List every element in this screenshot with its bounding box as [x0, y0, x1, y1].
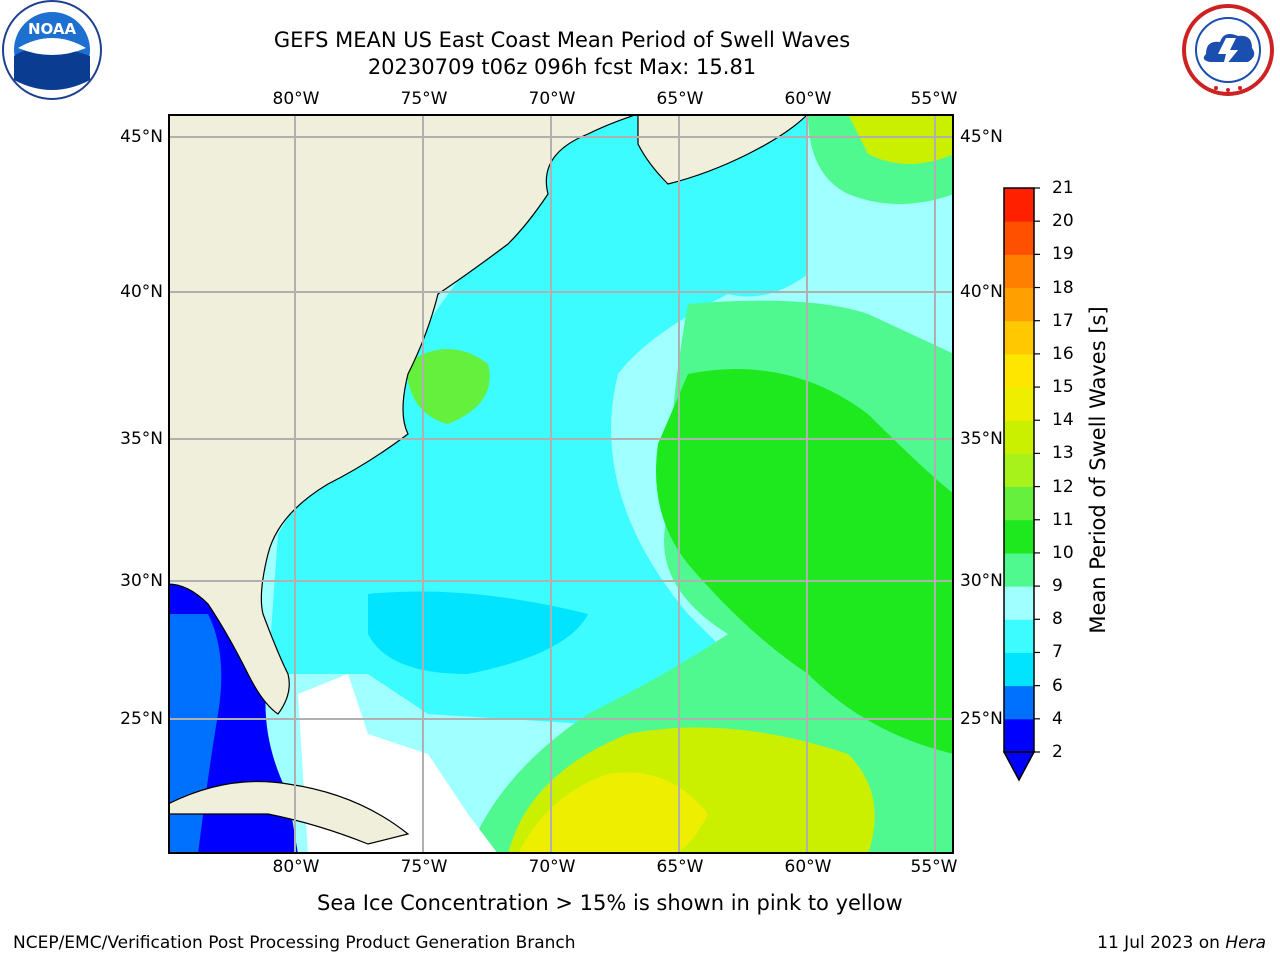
colorbar-tick-label: 20 — [1052, 211, 1074, 232]
colorbar-segment — [1004, 519, 1034, 554]
swell-zone-11s-hatteras — [406, 349, 490, 424]
colorbar-tick-label: 7 — [1052, 642, 1063, 663]
colorbar-segment — [1004, 221, 1034, 255]
sea-ice-note: Sea Ice Concentration > 15% is shown in … — [317, 891, 903, 915]
colorbar-tick-label: 4 — [1052, 708, 1063, 729]
colorbar-segment — [1004, 420, 1034, 454]
colorbar-segment — [1004, 685, 1034, 720]
cuba-landmass — [168, 780, 410, 845]
colorbar-segment — [1004, 287, 1034, 322]
producer-credit: NCEP/EMC/Verification Post Processing Pr… — [13, 933, 576, 953]
swell-zone-14s — [518, 772, 708, 854]
colorbar-tick-label: 11 — [1052, 509, 1074, 530]
date-text: 11 Jul 2023 on — [1097, 933, 1226, 953]
noaa-logo: NOAA — [2, 0, 102, 100]
colorbar-tick-label: 10 — [1052, 542, 1074, 563]
noaa-logo-text: NOAA — [28, 20, 77, 38]
colorbar-tick-label: 19 — [1052, 244, 1074, 265]
colorbar-segment — [1004, 619, 1034, 653]
colorbar-segment — [1004, 718, 1034, 753]
swell-zone-13s-northeast — [848, 114, 954, 164]
colorbar-tick-label: 21 — [1052, 178, 1074, 198]
lat-label-right-35n: 35°N — [960, 429, 1003, 449]
lat-label-right-25n: 25°N — [960, 709, 1003, 729]
colorbar-segment — [1004, 320, 1034, 355]
lon-label-bottom-65w: 65°W — [656, 857, 704, 877]
colorbar-tick-label: 12 — [1052, 476, 1074, 497]
colorbar-tick-label: 14 — [1052, 410, 1074, 431]
lat-label-left-25n: 25°N — [120, 709, 163, 729]
graticule — [168, 114, 954, 854]
lon-label-bottom-75w: 75°W — [400, 857, 448, 877]
lon-label-bottom-60w: 60°W — [784, 857, 832, 877]
canada-landmass — [637, 114, 809, 185]
lon-label-top-65w: 65°W — [656, 89, 704, 109]
colorbar-segment — [1004, 254, 1034, 289]
colorbar — [1002, 187, 1040, 782]
colorbar-extension-arrow — [1002, 751, 1036, 782]
lon-label-top-75w: 75°W — [400, 89, 448, 109]
colorbar-segment — [1004, 453, 1034, 488]
nws-logo — [1182, 4, 1274, 96]
swell-zone-7s-north — [516, 151, 708, 277]
colorbar-tick-label: 9 — [1052, 576, 1063, 597]
colorbar-tick-label: 8 — [1052, 609, 1063, 630]
lat-label-right-30n: 30°N — [960, 571, 1003, 591]
colorbar-tick-label: 2 — [1052, 742, 1063, 762]
colorbar-tick-label: 13 — [1052, 443, 1074, 464]
lat-label-right-40n: 40°N — [960, 282, 1003, 302]
colorbar-tick-label: 16 — [1052, 343, 1074, 364]
colorbar-tick-label: 15 — [1052, 377, 1074, 398]
colorbar-segment — [1004, 188, 1034, 222]
lon-label-bottom-80w: 80°W — [272, 857, 320, 877]
wave-period-map — [168, 114, 954, 854]
colorbar-segment — [1004, 652, 1034, 687]
lat-label-left-30n: 30°N — [120, 571, 163, 591]
us-landmass — [168, 114, 639, 715]
colorbar-segment — [1004, 586, 1034, 620]
plot-title: GEFS MEAN US East Coast Mean Period of S… — [273, 28, 851, 52]
lat-label-left-45n: 45°N — [120, 127, 163, 147]
lon-label-bottom-55w: 55°W — [910, 857, 958, 877]
gulf-mid-period-zone — [168, 614, 222, 854]
colorbar-tick-label: 6 — [1052, 675, 1063, 696]
colorbar-segment — [1004, 486, 1034, 521]
lat-label-left-40n: 40°N — [120, 282, 163, 302]
swell-zone-10s — [656, 369, 954, 754]
colorbar-segment — [1004, 353, 1034, 388]
lat-label-right-45n: 45°N — [960, 127, 1003, 147]
date-stamp: 11 Jul 2023 on Hera — [1097, 933, 1266, 953]
map-frame — [168, 114, 954, 854]
host-name: Hera — [1225, 933, 1266, 953]
lon-label-top-80w: 80°W — [272, 89, 320, 109]
colorbar-tick-label: 18 — [1052, 277, 1074, 298]
plot-subtitle: 20230709 t06z 096h fcst Max: 15.81 — [367, 55, 757, 79]
colorbar-label: Mean Period of Swell Waves [s] — [1086, 306, 1110, 634]
lon-label-top-60w: 60°W — [784, 89, 832, 109]
lon-label-top-55w: 55°W — [910, 89, 958, 109]
lat-label-left-35n: 35°N — [120, 429, 163, 449]
lon-label-bottom-70w: 70°W — [528, 857, 576, 877]
colorbar-tick-label: 17 — [1052, 310, 1074, 331]
colorbar-frame — [1003, 187, 1035, 753]
lon-label-top-70w: 70°W — [528, 89, 576, 109]
colorbar-segment — [1004, 387, 1034, 421]
colorbar-segment — [1004, 552, 1034, 587]
